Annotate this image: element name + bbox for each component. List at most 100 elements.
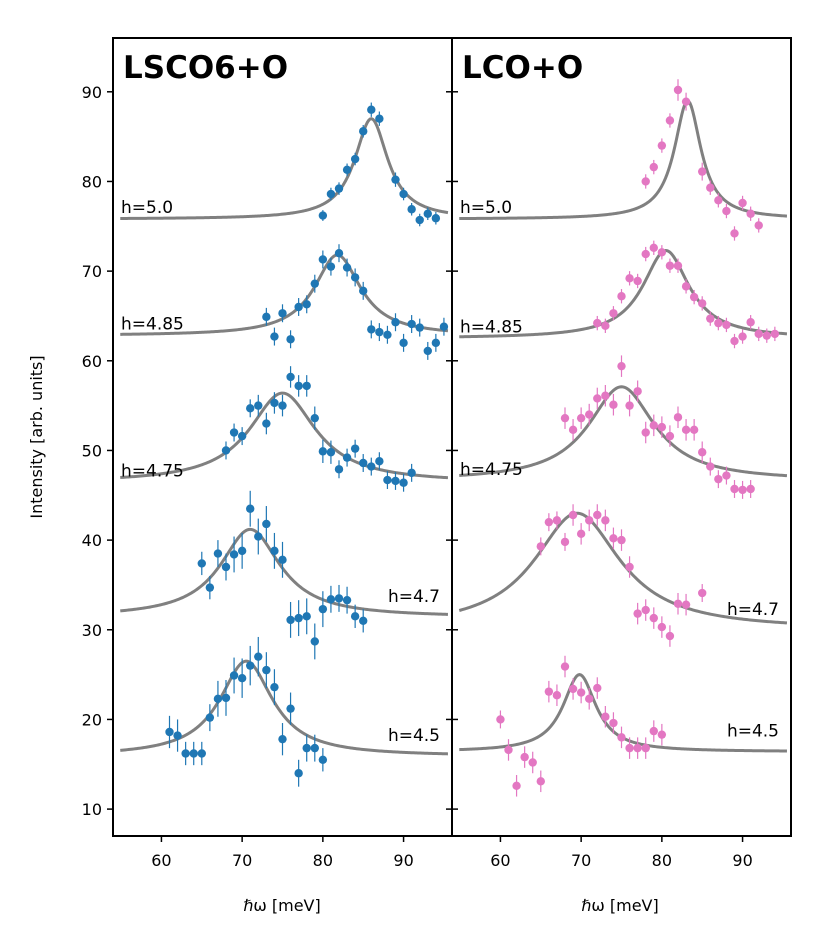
data-point [649,726,658,736]
data-point [585,410,594,419]
data-point [246,404,255,413]
data-point [617,733,626,742]
fit-curve-lco-o [459,385,788,478]
data-point [221,562,231,572]
data-point [181,749,190,758]
data-point [633,743,642,753]
data-point [730,229,739,238]
data-point [294,613,303,623]
data-point [246,504,255,513]
data-point [221,693,231,703]
data-point [568,425,578,435]
data-point [391,476,400,486]
data-point [326,448,336,457]
data-point [609,400,618,409]
data-point [278,401,287,410]
x-axis-label-lsco6-o: ℏω [meV] [243,896,320,915]
data-point [649,243,658,253]
series-lco-o-h=4.85: h=4.85 [459,240,788,349]
data-point [423,209,432,218]
data-point [738,485,747,495]
data-point [641,743,650,753]
data-point [318,447,328,456]
data-point [350,444,360,453]
series-lsco6-o-h=4.85: h=4.85 [120,244,449,360]
data-point [528,758,537,767]
y-tick-label: 60 [82,352,102,371]
data-point [294,769,303,778]
series-lco-o-h=4.75: h=4.75 [459,355,788,499]
fit-curve-lco-o [459,249,788,339]
data-point [689,425,699,435]
data-point [706,314,715,323]
data-point [270,682,279,692]
data-point [536,542,545,551]
data-point [375,327,384,337]
data-point [262,665,271,675]
data-point [165,727,174,737]
fit-curve-lsco6-o [120,117,449,220]
panel-title-lsco6-o: LSCO6+O [123,50,288,86]
data-point [359,616,368,626]
data-point [221,446,231,455]
x-axis-label-lco-o: ℏω [meV] [581,896,658,915]
y-axis-label: Intensity [arb. units] [27,355,46,518]
h-label: h=5.0 [121,198,173,218]
data-point [657,622,667,632]
data-point [593,318,602,328]
data-point [625,401,634,410]
data-point [286,615,295,625]
h-label: h=4.5 [727,722,779,742]
data-point [633,387,642,396]
data-point [237,431,247,441]
x-tick-label-lsco6-o: 80 [313,851,333,870]
data-point [633,276,642,286]
data-point [286,704,295,713]
data-point [310,637,319,646]
data-point [754,329,763,339]
data-point [205,583,215,592]
x-tick-label-lco-o: 80 [652,851,672,870]
data-point [262,312,271,322]
data-point [310,413,319,423]
data-point [738,332,747,341]
data-point [681,282,691,291]
data-point [318,255,328,264]
data-point [698,588,707,598]
h-label: h=4.7 [727,600,779,620]
data-point [496,715,505,724]
data-point [625,274,634,283]
data-point [649,421,658,430]
data-point [722,206,731,216]
data-point [173,731,182,740]
data-point [197,749,206,758]
data-point [278,309,287,318]
data-point [609,718,618,728]
data-point [552,691,562,700]
h-label: h=4.5 [388,726,440,746]
data-point [270,332,279,341]
data-point [746,318,755,327]
data-point [407,205,416,214]
data-point [302,612,311,621]
data-point [383,475,392,485]
series-lsco6-o-h=4.5: h=4.5 [120,636,448,787]
data-point [665,631,675,641]
data-point [286,335,295,344]
y-tick-label: 80 [82,172,102,191]
data-point [601,391,610,400]
data-point [423,346,432,356]
data-point [254,652,263,661]
data-point [738,198,747,208]
data-point [334,594,344,603]
data-point [609,534,618,543]
data-point [657,141,667,150]
data-point [681,97,691,106]
data-point [560,662,570,671]
data-point [367,462,376,471]
data-point [262,519,271,529]
data-point [431,214,441,223]
data-point [641,177,650,186]
data-point [698,167,707,176]
h-label: h=5.0 [460,198,512,218]
